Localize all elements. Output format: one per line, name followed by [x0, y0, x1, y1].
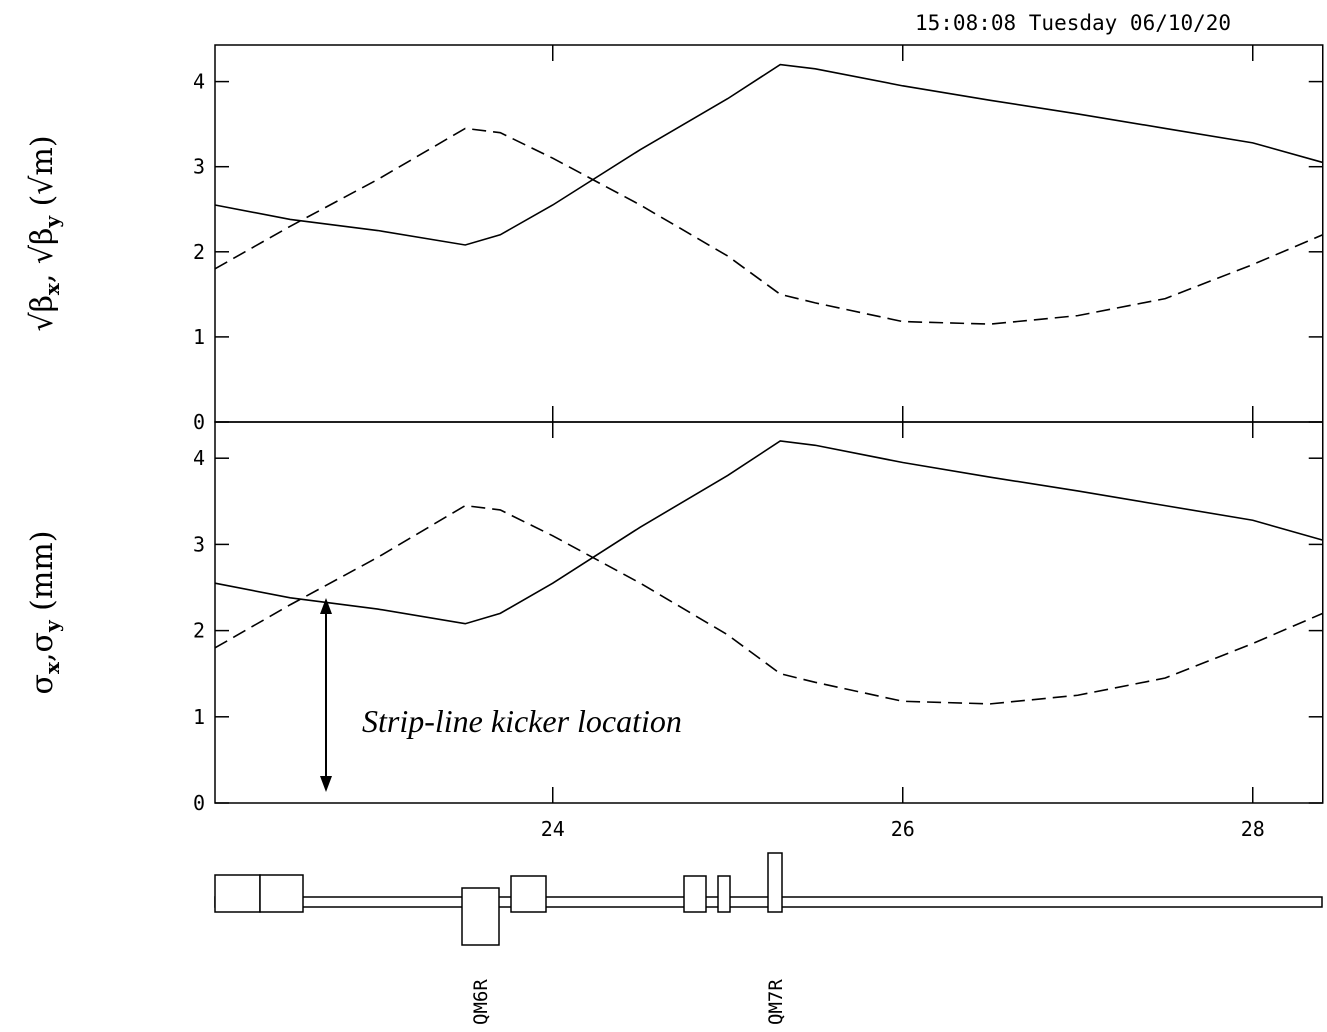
y-tick-label: 0 — [193, 410, 205, 434]
plot-frame — [214, 44, 1324, 423]
y-axis-label: √βx, √βy (√m) — [25, 135, 64, 331]
y-tick-label: 0 — [193, 791, 205, 815]
y-axis-label-part: x — [40, 282, 64, 295]
annotation: Strip-line kicker location — [362, 703, 682, 739]
magnet-label: QM6R — [470, 979, 492, 1025]
y-tick-label: 2 — [193, 619, 205, 643]
magnet-label: QM7R — [765, 979, 787, 1025]
plot-frame — [214, 421, 1324, 804]
y-axis-label-part: , √β — [25, 228, 60, 284]
y-tick-label: 2 — [193, 240, 205, 264]
y-tick-label: 1 — [193, 705, 205, 729]
x-tick-label: 24 — [541, 817, 565, 841]
kicker-arrow — [320, 598, 332, 792]
y-axis-label-part: (mm) — [25, 531, 60, 621]
y-axis-label: σx,σy (mm) — [25, 531, 64, 695]
series-line — [214, 127, 1324, 325]
y-axis-label-part: √β — [25, 295, 60, 331]
series-line — [214, 504, 1324, 705]
y-axis-label-part: (√m) — [25, 135, 60, 216]
y-axis-label-part: y — [40, 215, 64, 229]
y-axis-label-part: ,σ — [25, 632, 60, 662]
series-line — [214, 440, 1323, 625]
y-axis-label-part: x — [40, 661, 64, 674]
y-tick-label: 4 — [193, 70, 205, 94]
y-tick-label: 3 — [193, 532, 205, 556]
timestamp: 15:08:08 Tuesday 06/10/20 — [915, 11, 1231, 35]
beamline — [214, 852, 1323, 946]
y-tick-label: 3 — [193, 155, 205, 179]
x-tick-label: 26 — [891, 817, 915, 841]
series-line — [214, 63, 1323, 246]
y-axis-label-part: y — [40, 619, 64, 633]
y-tick-label: 4 — [193, 446, 205, 470]
y-axis-label-part: σ — [25, 674, 60, 694]
x-tick-label: 28 — [1241, 817, 1265, 841]
y-tick-label: 1 — [193, 325, 205, 349]
